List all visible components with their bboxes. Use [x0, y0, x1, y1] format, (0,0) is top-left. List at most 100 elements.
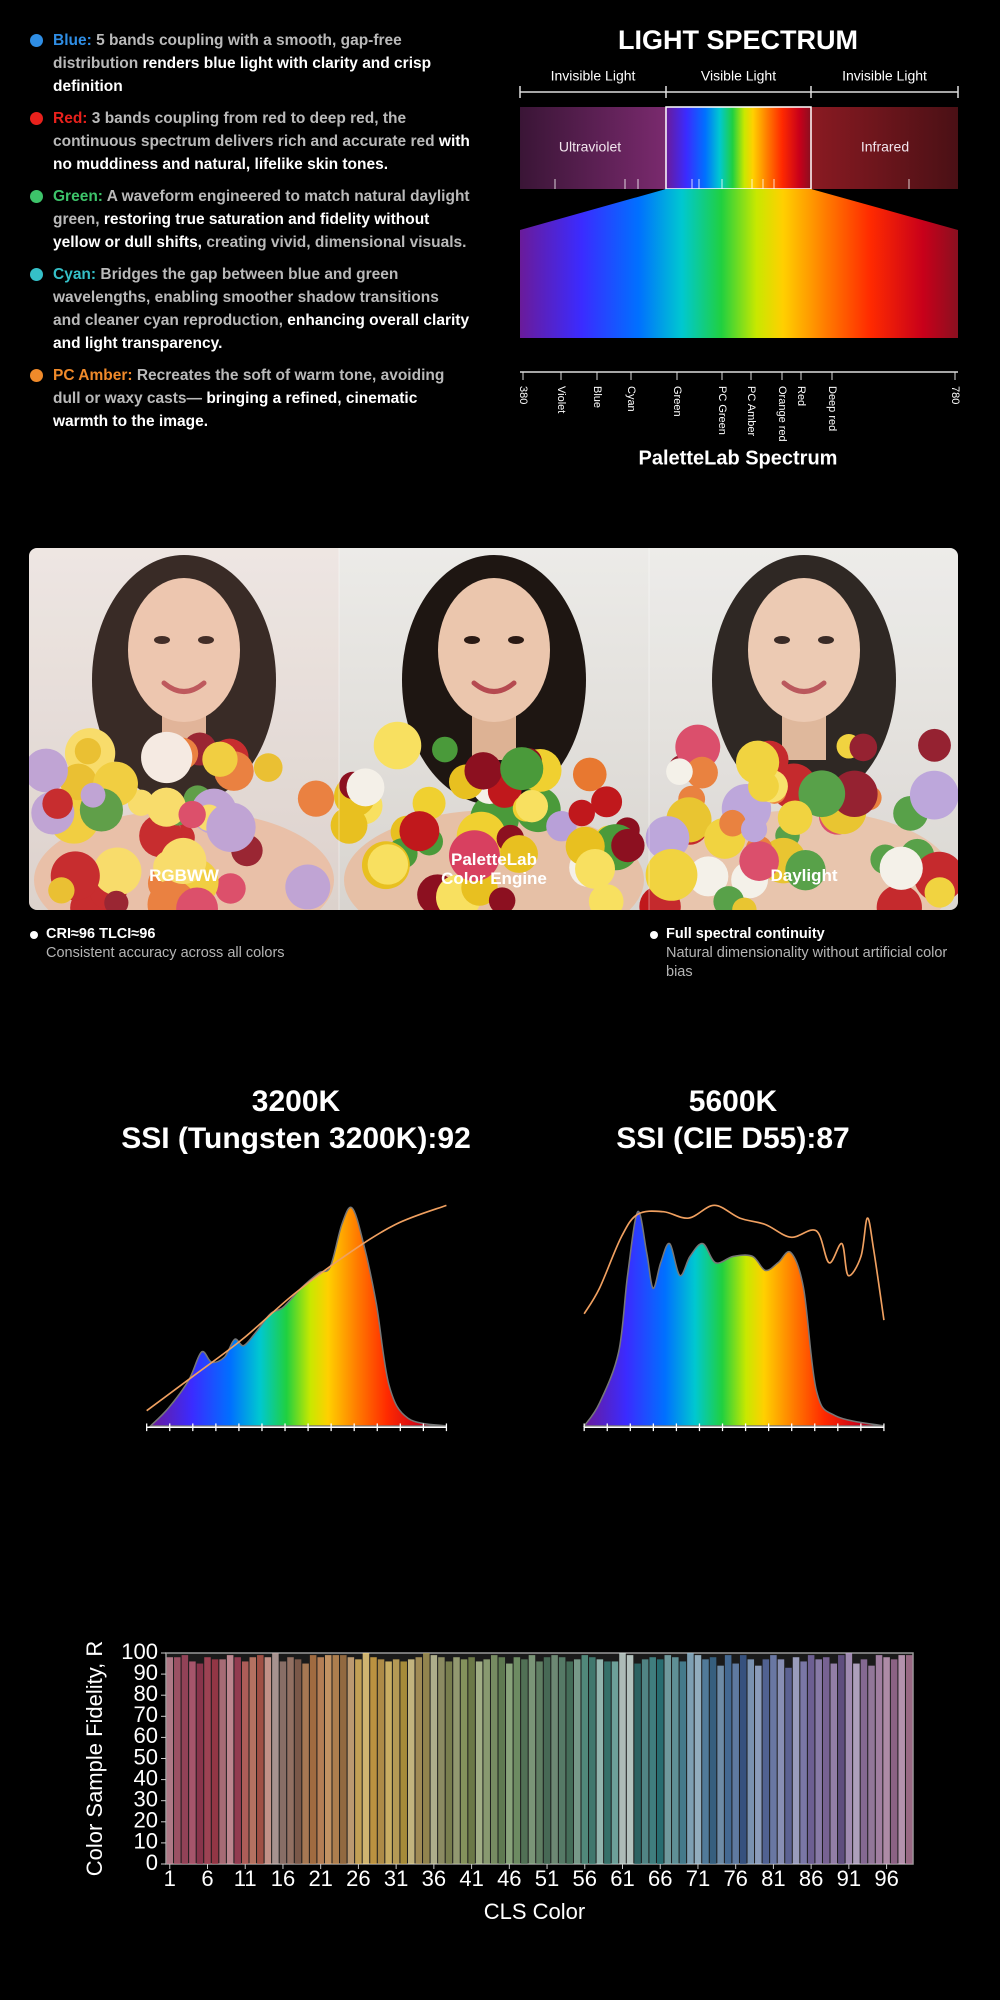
bar: [340, 1655, 347, 1864]
y-tick-label: 50: [134, 1744, 158, 1769]
flower: [29, 748, 68, 793]
bar: [272, 1653, 279, 1864]
flower: [918, 728, 951, 762]
bar: [845, 1653, 853, 1864]
x-tick-label: 61: [610, 1866, 634, 1891]
x-tick-label: 91: [837, 1866, 861, 1891]
flower: [876, 884, 922, 910]
bar: [385, 1661, 392, 1864]
visible-band: [666, 107, 811, 189]
ssi-spectrum: [582, 1204, 885, 1432]
eye: [818, 636, 834, 644]
bar: [619, 1653, 626, 1864]
photo-strip: [29, 548, 958, 910]
bar: [407, 1659, 415, 1864]
flower: [253, 753, 283, 782]
flower: [739, 841, 779, 881]
y-tick-label: 30: [134, 1787, 158, 1812]
flower: [206, 802, 256, 852]
feature-list: Blue: 5 bands coupling with a smooth, ga…: [30, 29, 470, 442]
feature-label: Blue:: [53, 32, 92, 49]
bar: [589, 1657, 596, 1864]
flower: [500, 747, 544, 791]
y-tick-label: 20: [134, 1808, 158, 1833]
bar: [641, 1659, 649, 1864]
flower: [645, 816, 690, 860]
bar: [506, 1663, 513, 1864]
note-text: Consistent accuracy across all colors: [46, 945, 285, 961]
spectrum-fan: [520, 189, 958, 338]
flower: [141, 731, 193, 784]
flower: [591, 786, 623, 818]
bar: [513, 1657, 521, 1864]
flower: [732, 897, 757, 910]
note: CRI≈96 TLCI≈96 Consistent accuracy across…: [30, 925, 346, 963]
bar: [181, 1655, 189, 1864]
bar: [762, 1659, 770, 1864]
flower: [849, 733, 878, 762]
bar: [815, 1659, 822, 1864]
feature-dot: [30, 190, 43, 203]
region-label: Invisible Light: [551, 68, 636, 84]
flower: [798, 770, 846, 818]
spectrum-area: [582, 1210, 885, 1427]
spectrum-area: [148, 1206, 447, 1427]
note-title: CRI≈96 TLCI≈96: [46, 926, 156, 942]
bar: [611, 1661, 619, 1864]
feature-item: Cyan: Bridges the gap between blue and g…: [30, 263, 470, 355]
bar: [860, 1659, 868, 1864]
bar: [302, 1663, 309, 1864]
note-title: Full spectral continuity: [666, 926, 825, 942]
feature-dot: [30, 268, 43, 281]
bar: [770, 1655, 777, 1864]
y-tick-label: 10: [134, 1829, 158, 1854]
note: Full spectral continuity Natural dimensio…: [650, 925, 966, 982]
feature-text: 3 bands coupling from red to deep red, t…: [53, 110, 435, 150]
flower: [879, 846, 923, 890]
bar: [656, 1659, 664, 1864]
flower: [686, 756, 718, 789]
bar: [853, 1663, 860, 1864]
bar: [189, 1661, 196, 1864]
bar: [196, 1663, 204, 1864]
bar: [204, 1657, 211, 1864]
bar: [468, 1657, 475, 1864]
region-label: Visible Light: [701, 68, 776, 84]
bar: [792, 1657, 800, 1864]
bar: [423, 1653, 430, 1864]
flower: [215, 873, 246, 904]
feature-label: Red:: [53, 110, 88, 127]
bar: [875, 1655, 883, 1864]
photo-tint: [649, 548, 958, 910]
feature-item: Green: A waveform engineered to match na…: [30, 185, 470, 254]
bar: [415, 1657, 423, 1864]
bar: [287, 1657, 294, 1864]
bar: [332, 1655, 340, 1864]
x-tick-label: 86: [799, 1866, 823, 1891]
bar: [664, 1655, 672, 1864]
bar: [166, 1657, 174, 1864]
note-dot: [650, 931, 658, 939]
bar: [702, 1659, 709, 1864]
reference-curve: [146, 1204, 447, 1412]
bar: [370, 1657, 377, 1864]
face: [438, 578, 550, 722]
x-tick-label: 66: [648, 1866, 672, 1891]
axis-label: Red: [795, 386, 807, 406]
ssi-label: SSI (Tungsten 3200K):92: [121, 1122, 471, 1155]
uv-label: Ultraviolet: [559, 139, 621, 155]
bar: [294, 1659, 302, 1864]
ssi-cct: 3200K: [252, 1085, 341, 1118]
feature-text: with no muddiness and natural, lifelike …: [53, 133, 470, 173]
flower: [675, 724, 721, 770]
flower: [80, 782, 106, 808]
x-tick-label: 41: [459, 1866, 483, 1891]
x-tick-label: 6: [201, 1866, 213, 1891]
bar: [724, 1655, 732, 1864]
bar: [551, 1655, 558, 1864]
bar: [324, 1655, 332, 1864]
ssi-label: SSI (CIE D55):87: [616, 1122, 849, 1155]
y-axis-title: Color Sample Fidelity, R: [82, 1641, 107, 1877]
